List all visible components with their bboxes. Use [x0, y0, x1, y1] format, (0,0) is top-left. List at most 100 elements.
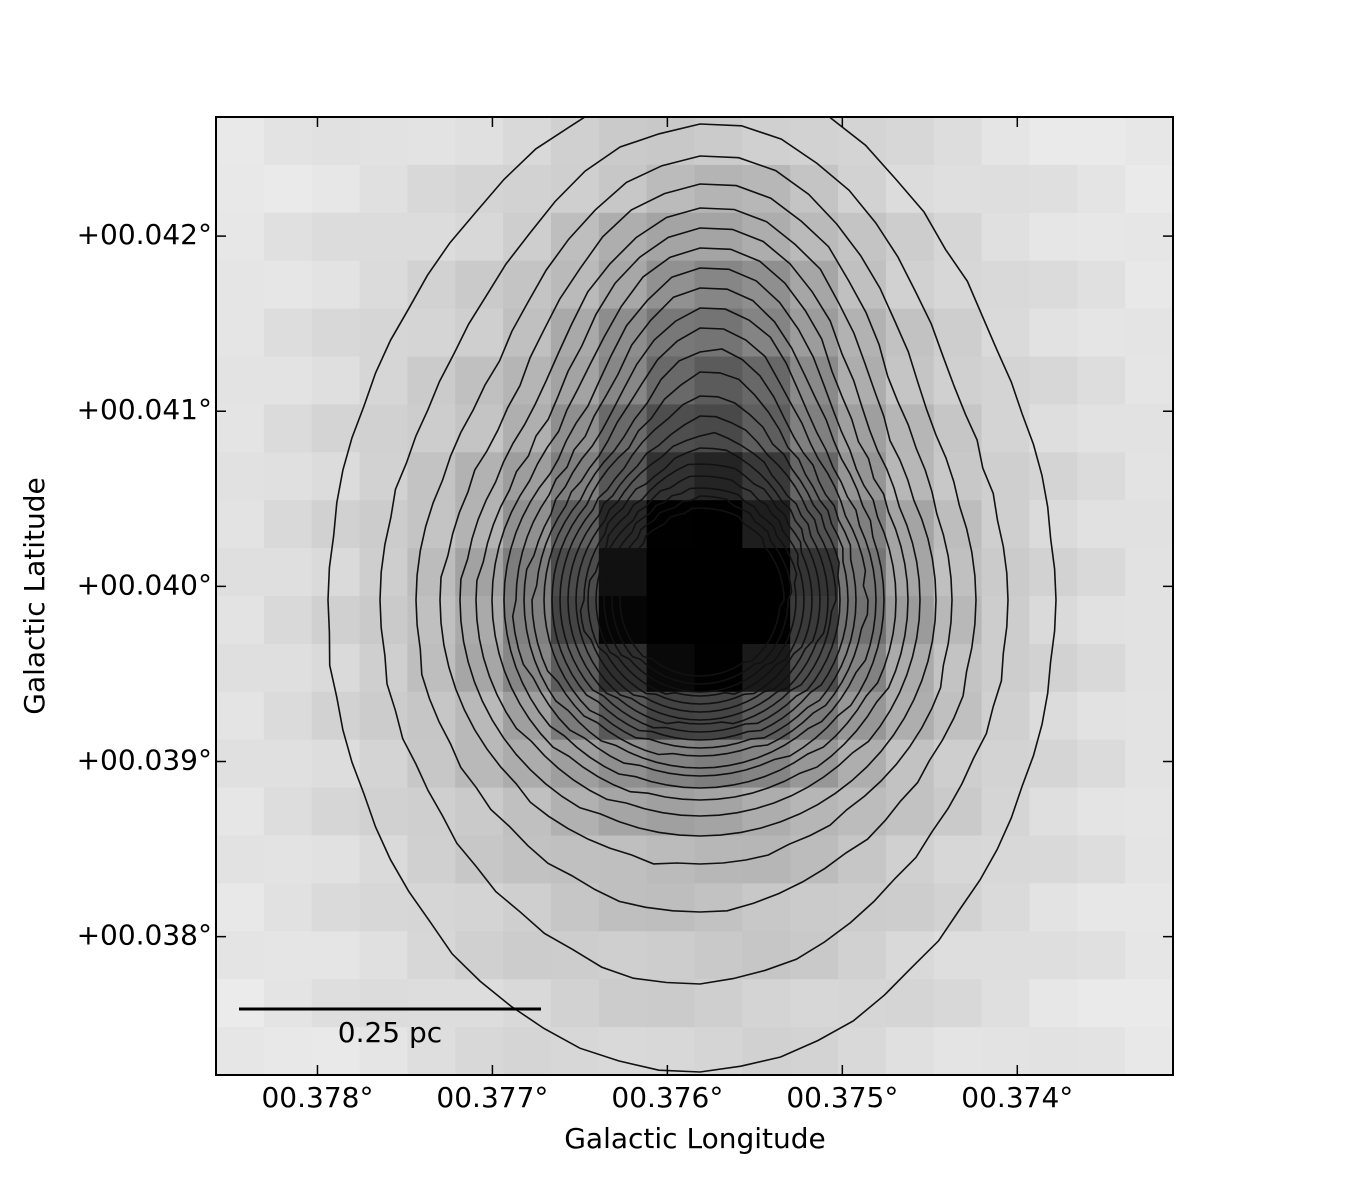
image-pixel: [598, 1027, 648, 1075]
contour: [543, 348, 857, 749]
image-pixel: [1077, 212, 1126, 262]
image-pixel: [790, 117, 839, 166]
image-pixel: [885, 691, 935, 741]
image-pixel: [933, 835, 983, 884]
image-pixel: [790, 356, 839, 405]
image-pixel: [311, 260, 361, 310]
image-pixel: [263, 883, 313, 932]
image-pixel: [1077, 643, 1126, 693]
image-pixel: [1029, 212, 1078, 262]
image-pixel: [1077, 308, 1126, 357]
image-pixel: [1077, 452, 1126, 501]
image-pixel: [1125, 356, 1173, 405]
image-pixel: [359, 404, 408, 453]
image-pixel: [933, 308, 983, 357]
image-pixel: [1029, 308, 1078, 357]
image-pixel: [933, 931, 983, 980]
image-pixel: [981, 691, 1030, 741]
image-pixel: [1125, 212, 1173, 262]
image-pixel: [885, 1027, 935, 1075]
image-pixel: [790, 308, 839, 357]
image-pixel: [885, 596, 935, 645]
y-tick-label: +00.041°: [77, 393, 212, 426]
image-pixel: [1029, 787, 1078, 836]
image-pixel: [263, 691, 313, 741]
image-pixel: [359, 1027, 408, 1075]
image-pixel: [550, 979, 600, 1028]
image-pixel: [790, 212, 839, 262]
image-pixel: [742, 1027, 791, 1075]
image-pixel: [694, 787, 743, 836]
contour: [379, 123, 1009, 985]
image-pixel: [359, 596, 408, 645]
image-pixel: [790, 883, 839, 932]
image-pixel: [981, 356, 1030, 405]
image-pixel: [742, 500, 791, 549]
image-pixel: [263, 739, 313, 789]
image-pixel: [455, 931, 504, 980]
image-pixel: [742, 404, 791, 453]
image-pixel: [1077, 548, 1126, 597]
image-pixel: [216, 787, 265, 836]
image-pixel: [694, 596, 743, 645]
image-pixel: [263, 835, 313, 884]
image-pixel: [694, 548, 743, 597]
image-pixel: [407, 739, 456, 789]
image-pixel: [1029, 979, 1078, 1028]
image-pixel: [216, 835, 265, 884]
image-pixel: [1077, 691, 1126, 741]
image-pixel: [359, 691, 408, 741]
contour: [575, 431, 829, 721]
image-pixel: [216, 643, 265, 693]
image-pixel: [503, 1027, 552, 1075]
image-pixel: [1077, 404, 1126, 453]
image-pixel: [933, 1027, 983, 1075]
image-pixel: [933, 787, 983, 836]
image-pixel: [455, 260, 504, 310]
image-pixel: [407, 117, 456, 166]
image-pixel: [838, 212, 887, 262]
image-pixel: [933, 883, 983, 932]
image-pixel: [1125, 117, 1173, 166]
image-pixel: [503, 404, 552, 453]
image-pixel: [933, 500, 983, 549]
x-tick-label: 00.374°: [961, 1081, 1073, 1114]
image-pixel: [1077, 787, 1126, 836]
image-pixel: [407, 404, 456, 453]
image-pixel: [646, 260, 695, 310]
image-pixel: [359, 500, 408, 549]
image-pixel: [981, 500, 1030, 549]
image-pixel: [311, 931, 361, 980]
image-pixel: [263, 643, 313, 693]
image-pixel: [981, 739, 1030, 789]
image-pixel: [646, 548, 695, 597]
image-pixel: [503, 548, 552, 597]
image-pixel: [646, 596, 695, 645]
contour: [523, 307, 877, 769]
x-axis-label: Galactic Longitude: [564, 1122, 826, 1155]
image-pixel: [550, 643, 600, 693]
image-pixel: [263, 787, 313, 836]
image-pixel: [933, 979, 983, 1028]
scale-bar-label: 0.25 pc: [338, 1016, 442, 1049]
image-pixel: [455, 1027, 504, 1075]
plot-frame: [215, 116, 1174, 1076]
image-pixel: [885, 117, 935, 166]
image-pixel: [216, 260, 265, 310]
image-pixel: [503, 308, 552, 357]
image-pixel: [216, 931, 265, 980]
image-pixel: [1029, 835, 1078, 884]
image-pixel: [1077, 260, 1126, 310]
image-pixel: [885, 931, 935, 980]
image-pixel: [216, 739, 265, 789]
image-pixel: [1077, 164, 1126, 214]
image-pixel: [550, 356, 600, 405]
image-pixel: [359, 979, 408, 1028]
image-pixel: [503, 883, 552, 932]
image-pixel: [263, 212, 313, 262]
image-pixel: [407, 308, 456, 357]
contour: [551, 371, 849, 741]
contour: [459, 207, 937, 837]
image-pixel: [1077, 356, 1126, 405]
image-pixel: [311, 835, 361, 884]
